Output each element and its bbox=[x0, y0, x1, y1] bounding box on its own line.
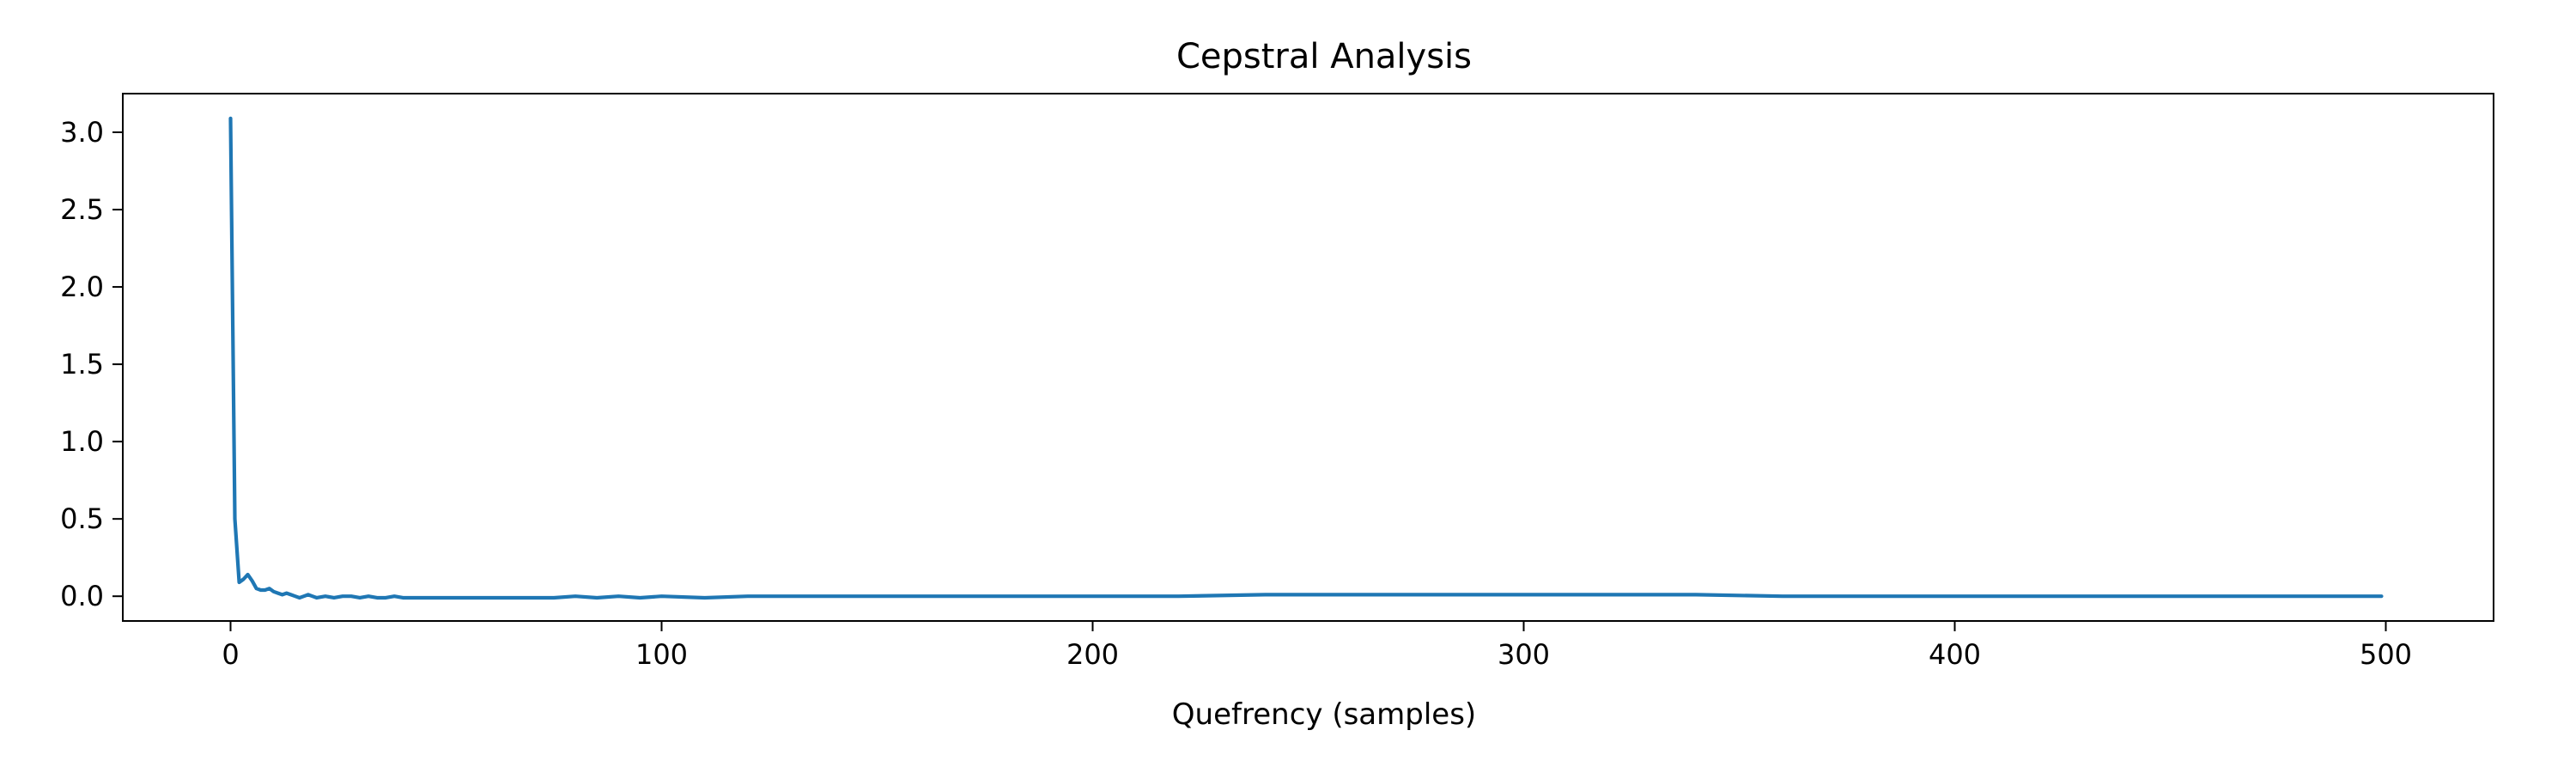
x-tick-label: 300 bbox=[1498, 638, 1550, 671]
x-tick-label: 400 bbox=[1929, 638, 1981, 671]
x-tick-label: 500 bbox=[2360, 638, 2412, 671]
y-axis-ticks: 0.0 0.5 1.0 1.5 2.0 2.5 3.0 bbox=[60, 116, 123, 612]
y-tick-label: 1.5 bbox=[60, 348, 104, 380]
y-tick-label: 0.0 bbox=[60, 580, 104, 612]
y-tick-label: 0.5 bbox=[60, 502, 104, 535]
x-tick-label: 0 bbox=[222, 638, 239, 671]
y-tick-label: 2.0 bbox=[60, 271, 104, 303]
x-tick-label: 100 bbox=[635, 638, 688, 671]
plot-area-frame bbox=[122, 93, 2494, 622]
y-tick-label: 3.0 bbox=[60, 116, 104, 149]
x-axis-ticks: 0 100 200 300 400 500 bbox=[222, 621, 2412, 671]
series-line bbox=[228, 116, 2384, 600]
y-tick-label: 2.5 bbox=[60, 193, 104, 226]
chart-title: Cepstral Analysis bbox=[1176, 37, 1472, 76]
x-axis-label: Quefrency (samples) bbox=[1172, 697, 1476, 732]
x-tick-label: 200 bbox=[1066, 638, 1119, 671]
y-tick-label: 1.0 bbox=[60, 425, 104, 458]
